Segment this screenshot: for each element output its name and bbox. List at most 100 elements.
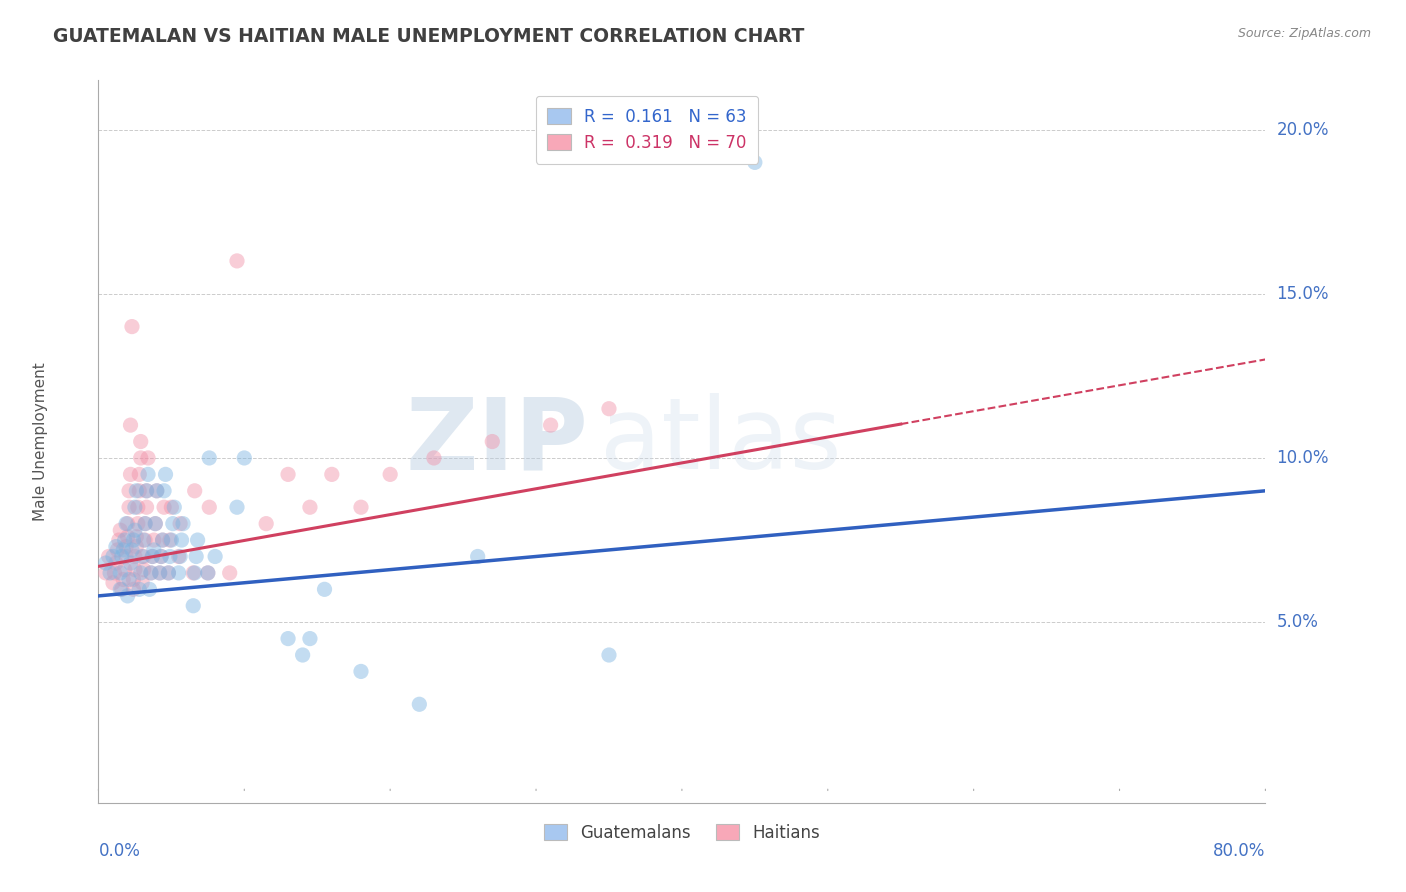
Guatemalans	[120, 556, 142, 570]
Guatemalans	[157, 566, 180, 580]
Guatemalans	[408, 698, 430, 712]
Guatemalans	[101, 549, 124, 564]
Haitians	[94, 566, 117, 580]
Guatemalans	[167, 566, 190, 580]
Haitians	[125, 540, 148, 554]
Haitians	[120, 467, 142, 482]
Guatemalans	[141, 549, 163, 564]
Haitians	[118, 500, 141, 515]
Haitians	[114, 563, 136, 577]
Guatemalans	[155, 467, 177, 482]
Guatemalans	[152, 533, 174, 547]
Guatemalans	[128, 582, 150, 597]
Text: 15.0%: 15.0%	[1277, 285, 1329, 302]
Haitians	[135, 483, 157, 498]
Haitians	[118, 483, 141, 498]
Guatemalans	[111, 549, 134, 564]
Haitians	[152, 533, 174, 547]
Haitians	[153, 500, 176, 515]
Haitians	[101, 575, 124, 590]
Guatemalans	[114, 533, 136, 547]
Guatemalans	[146, 483, 169, 498]
Guatemalans	[150, 549, 173, 564]
Haitians	[540, 418, 562, 433]
Haitians	[160, 500, 183, 515]
Guatemalans	[204, 549, 226, 564]
Haitians	[108, 533, 131, 547]
Haitians	[115, 540, 138, 554]
Guatemalans	[226, 500, 249, 515]
Guatemalans	[121, 542, 143, 557]
Guatemalans	[110, 566, 132, 580]
Guatemalans	[112, 542, 135, 557]
Guatemalans	[122, 533, 145, 547]
Haitians	[128, 467, 150, 482]
Haitians	[321, 467, 343, 482]
Haitians	[350, 500, 373, 515]
Haitians	[134, 516, 156, 531]
Guatemalans	[125, 483, 148, 498]
Haitians	[149, 566, 172, 580]
Guatemalans	[277, 632, 299, 646]
Haitians	[157, 566, 180, 580]
Guatemalans	[124, 523, 146, 537]
Haitians	[481, 434, 503, 449]
Haitians	[124, 563, 146, 577]
Haitians	[254, 516, 277, 531]
Guatemalans	[131, 549, 153, 564]
Haitians	[112, 573, 135, 587]
Haitians	[127, 500, 149, 515]
Guatemalans	[186, 549, 208, 564]
Guatemalans	[136, 467, 159, 482]
Guatemalans	[169, 549, 191, 564]
Text: ZIP: ZIP	[406, 393, 589, 490]
Guatemalans	[350, 665, 373, 679]
Guatemalans	[124, 500, 146, 515]
Haitians	[167, 549, 190, 564]
Haitians	[117, 530, 139, 544]
Haitians	[135, 500, 157, 515]
Text: 10.0%: 10.0%	[1277, 449, 1329, 467]
Guatemalans	[160, 533, 183, 547]
Haitians	[128, 483, 150, 498]
Haitians	[129, 450, 152, 465]
Guatemalans	[198, 450, 221, 465]
Guatemalans	[129, 566, 152, 580]
Haitians	[146, 483, 169, 498]
Haitians	[132, 563, 155, 577]
Legend: Guatemalans, Haitians: Guatemalans, Haitians	[537, 817, 827, 848]
Guatemalans	[159, 549, 181, 564]
Haitians	[139, 566, 162, 580]
Haitians	[141, 549, 163, 564]
Haitians	[226, 253, 249, 268]
Haitians	[598, 401, 620, 416]
Haitians	[423, 450, 446, 465]
Haitians	[111, 582, 134, 597]
Guatemalans	[172, 516, 194, 531]
Text: 5.0%: 5.0%	[1277, 613, 1319, 632]
Guatemalans	[134, 516, 156, 531]
Haitians	[132, 549, 155, 564]
Haitians	[104, 556, 127, 570]
Guatemalans	[598, 648, 620, 662]
Guatemalans	[117, 589, 139, 603]
Haitians	[197, 566, 219, 580]
Guatemalans	[142, 542, 165, 557]
Guatemalans	[132, 533, 155, 547]
Haitians	[122, 573, 145, 587]
Haitians	[105, 542, 128, 557]
Haitians	[127, 516, 149, 531]
Guatemalans	[291, 648, 314, 662]
Haitians	[97, 549, 120, 564]
Guatemalans	[314, 582, 336, 597]
Guatemalans	[233, 450, 256, 465]
Haitians	[298, 500, 321, 515]
Haitians	[181, 566, 204, 580]
Haitians	[124, 549, 146, 564]
Haitians	[150, 549, 173, 564]
Guatemalans	[467, 549, 489, 564]
Guatemalans	[149, 566, 172, 580]
Guatemalans	[187, 533, 209, 547]
Text: Male Unemployment: Male Unemployment	[32, 362, 48, 521]
Guatemalans	[143, 516, 166, 531]
